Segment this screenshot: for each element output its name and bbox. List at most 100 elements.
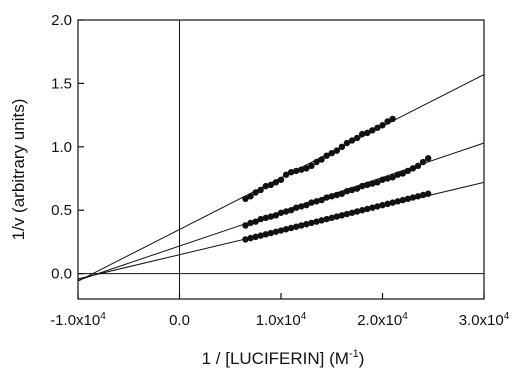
data-point-series-1 — [247, 193, 254, 200]
data-point-series-1 — [353, 134, 361, 142]
x-tick-label: -1.0x104 — [50, 311, 106, 329]
data-point-series-3 — [338, 212, 346, 219]
data-point-series-2 — [333, 191, 341, 199]
data-point-series-3 — [333, 213, 341, 220]
data-point-series-3 — [414, 193, 422, 200]
data-point-series-3 — [282, 226, 290, 233]
data-point-series-1 — [359, 130, 366, 138]
data-point-series-2 — [262, 214, 269, 222]
data-point-series-1 — [313, 158, 320, 166]
data-point-series-2 — [424, 155, 432, 162]
data-point-series-2 — [242, 222, 249, 229]
data-point-series-3 — [379, 201, 386, 209]
data-point-series-2 — [374, 179, 381, 186]
data-point-series-3 — [328, 214, 335, 222]
x-tick-label: 1.0x104 — [256, 311, 307, 329]
data-point-series-1 — [348, 137, 356, 144]
y-tick-label: 0.0 — [51, 266, 72, 283]
data-point-series-3 — [293, 223, 300, 230]
data-point-series-1 — [267, 181, 275, 189]
data-points-layer — [242, 115, 432, 243]
data-point-series-3 — [384, 200, 391, 208]
data-point-series-1 — [257, 186, 264, 194]
data-point-series-1 — [364, 129, 371, 137]
data-point-series-1 — [282, 171, 290, 178]
y-tick-label: 2.0 — [51, 12, 72, 29]
data-point-series-3 — [359, 207, 366, 214]
data-point-series-1 — [338, 143, 346, 151]
data-point-series-2 — [328, 193, 335, 200]
data-point-series-3 — [364, 205, 371, 213]
data-point-series-2 — [394, 171, 401, 178]
data-point-series-2 — [318, 196, 325, 204]
data-point-series-1 — [303, 165, 310, 172]
data-point-series-1 — [379, 122, 386, 129]
data-point-series-1 — [277, 176, 285, 183]
data-point-series-2 — [252, 218, 259, 225]
data-point-series-2 — [293, 204, 300, 211]
data-point-series-1 — [328, 149, 335, 157]
data-point-series-2 — [313, 198, 320, 205]
data-point-series-3 — [267, 229, 275, 237]
data-point-series-3 — [272, 228, 280, 235]
data-point-series-3 — [313, 218, 320, 225]
data-point-series-1 — [389, 115, 396, 123]
x-axis-title-main: 1 / [LUCIFERIN] (M — [202, 349, 349, 368]
data-point-series-2 — [323, 194, 330, 201]
x-tick-label: 2.0x104 — [357, 311, 408, 329]
data-point-series-2 — [419, 158, 427, 166]
data-point-series-2 — [338, 190, 346, 197]
data-point-series-2 — [399, 170, 406, 177]
data-point-series-1 — [374, 124, 381, 131]
data-point-series-3 — [242, 236, 249, 243]
data-point-series-3 — [394, 198, 401, 205]
y-axis-title: 1/v (arbitrary units) — [9, 99, 28, 241]
data-point-series-2 — [247, 219, 254, 227]
data-point-series-2 — [298, 203, 305, 210]
data-point-series-1 — [323, 152, 330, 159]
reference-lines-layer — [78, 20, 484, 299]
data-point-series-1 — [242, 195, 249, 203]
data-point-series-2 — [277, 209, 285, 216]
data-point-series-2 — [257, 215, 264, 223]
data-point-series-2 — [369, 180, 376, 187]
x-axis-title-tail: ) — [359, 349, 365, 368]
data-point-series-1 — [272, 179, 280, 186]
data-point-series-3 — [277, 227, 285, 234]
data-point-series-1 — [308, 162, 315, 170]
data-point-series-3 — [247, 234, 254, 242]
data-point-series-3 — [353, 208, 361, 215]
data-point-series-1 — [252, 189, 259, 196]
data-point-series-3 — [257, 232, 264, 239]
data-point-series-3 — [404, 195, 412, 203]
y-tick-label: 1.0 — [51, 139, 72, 156]
x-tick-label: 0.0 — [169, 312, 190, 329]
data-point-series-3 — [298, 222, 305, 229]
data-point-series-2 — [359, 182, 366, 190]
data-point-series-1 — [333, 147, 341, 154]
data-point-series-2 — [379, 176, 386, 183]
data-point-series-2 — [282, 208, 290, 215]
data-point-series-3 — [348, 209, 356, 216]
data-point-series-1 — [369, 127, 376, 134]
data-point-series-3 — [308, 219, 315, 227]
data-point-series-3 — [419, 191, 427, 199]
data-point-series-2 — [348, 186, 356, 194]
x-axis-title: 1 / [LUCIFERIN] (M-1) — [202, 348, 365, 368]
data-point-series-2 — [389, 174, 396, 181]
data-point-series-3 — [369, 204, 376, 211]
data-point-series-2 — [343, 188, 351, 195]
x-axis-title-sup: -1 — [349, 348, 359, 360]
axis-ticks-layer: -1.0x104 0.0 1.0x104 2.0x104 3.0x104 0.0 0.5 1.… — [50, 12, 510, 329]
y-tick-label: 0.5 — [51, 202, 72, 219]
data-point-series-2 — [404, 167, 412, 175]
data-point-series-3 — [399, 196, 406, 204]
data-point-series-2 — [303, 201, 310, 209]
data-point-series-2 — [308, 199, 315, 206]
data-point-series-3 — [262, 231, 269, 238]
data-point-series-1 — [287, 168, 295, 176]
data-point-series-3 — [323, 215, 330, 223]
data-point-series-1 — [298, 166, 305, 173]
data-point-series-3 — [303, 220, 310, 228]
data-point-series-3 — [424, 190, 432, 197]
